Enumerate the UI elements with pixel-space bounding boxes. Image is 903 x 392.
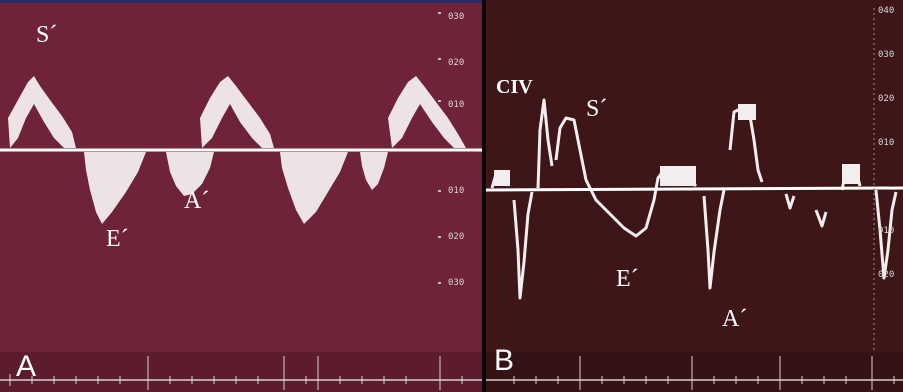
panel-b-a-label: A´ [722,306,748,332]
panel-b-e-label: E´ [616,266,639,292]
panel-a-letter: A [16,350,37,383]
panel-a-scale-tick: 020 [448,232,465,242]
panel-a-s-label: S´ [36,22,58,48]
panel-b-scale-tick: 020 [878,94,895,104]
panel-a-a-label: A´ [184,188,210,214]
panel-b-scale-tick: 010 [878,138,895,148]
panel-b-s-label: S´ [586,96,608,122]
panel-a-diastolic-waves [84,152,388,224]
panel-a-doppler: S´ E´ A´ A 030 020 010 010 020 030 [0,0,482,392]
panel-divider [482,0,486,392]
panel-a-scale-tick: 010 [448,186,465,196]
panel-a-s-waves [8,76,466,148]
panel-b-scale-tick: 030 [878,50,895,60]
panel-a-e-label: E´ [106,226,129,252]
panel-b-civ-label: CIV [496,76,533,98]
panel-b-doppler: CIV S´ E´ A´ B 040 030 020 010 010 020 [486,0,903,392]
panel-b-scale-tick: 020 [878,270,895,280]
panel-a-scale-tick: 020 [448,58,465,68]
panel-b-scale-tick: 040 [878,6,895,16]
panel-b-baseline [486,186,903,192]
panel-b-image [486,0,903,392]
panel-a-scale-tick: 030 [448,12,465,22]
panel-b-trace-fill [494,104,860,186]
panel-b-letter: B [494,344,515,377]
panel-a-scale-tick: 030 [448,278,465,288]
panel-a-image [0,0,482,392]
panel-b-scale-tick: 010 [878,226,895,236]
panel-a-scale-tick: 010 [448,100,465,110]
